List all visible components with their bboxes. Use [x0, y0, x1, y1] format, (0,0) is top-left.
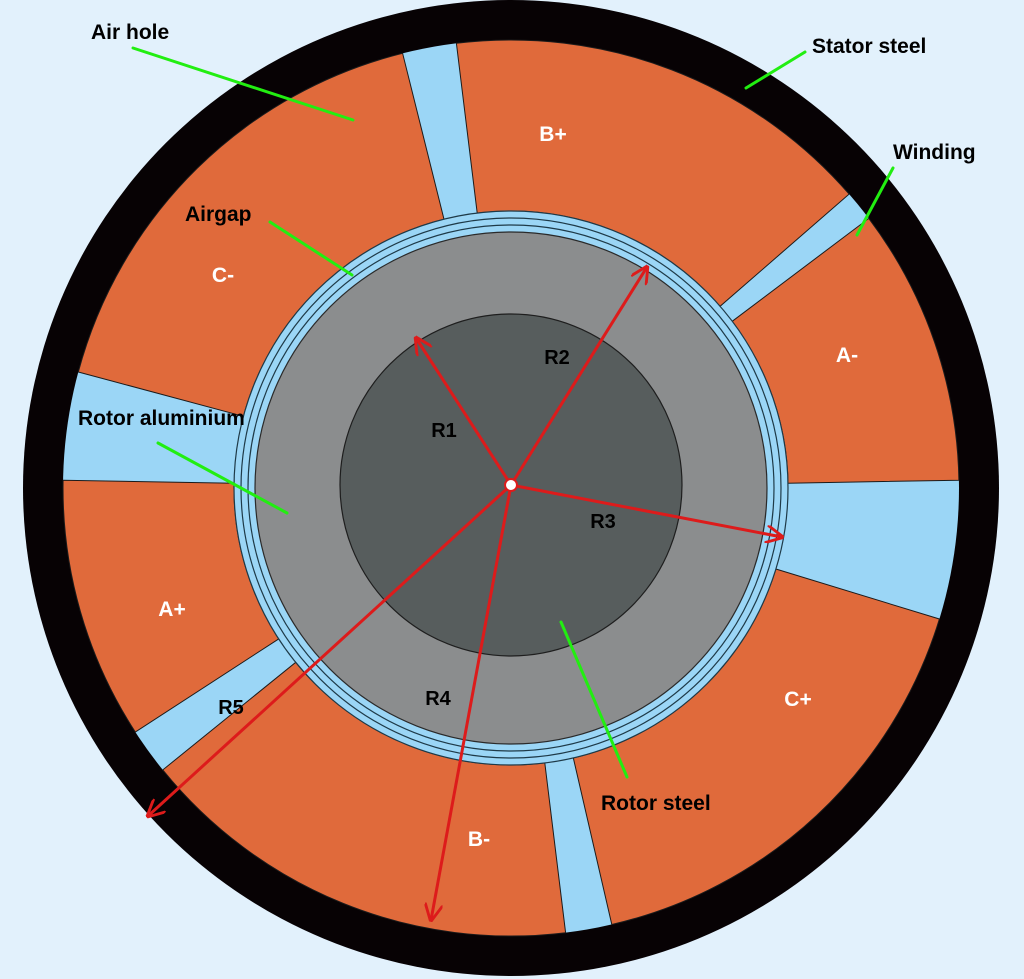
label-stator-steel: Stator steel: [812, 35, 926, 58]
label-air-hole: Air hole: [91, 21, 169, 44]
phase-label-a-minus: A-: [836, 344, 858, 367]
label-rotor-aluminium: Rotor aluminium: [78, 407, 245, 430]
radius-label-r4: R4: [425, 688, 451, 710]
label-rotor-steel: Rotor steel: [601, 792, 711, 815]
radius-arrow-r3: [510, 483, 782, 537]
center-point: [504, 478, 518, 492]
leader-line-stator-steel: [744, 50, 807, 90]
leader-line-air-hole: [131, 46, 355, 122]
radius-arrow-r1: [416, 338, 513, 486]
winding-sectors: [62, 39, 960, 937]
phase-label-b-minus: B-: [468, 828, 490, 851]
phase-label-b-plus: B+: [539, 123, 566, 146]
label-airgap: Airgap: [185, 203, 252, 226]
radius-label-r2: R2: [544, 347, 570, 369]
label-winding: Winding: [893, 141, 976, 164]
radius-label-r5: R5: [218, 697, 244, 719]
radius-label-r1: R1: [431, 420, 457, 442]
leader-line-winding: [855, 166, 895, 237]
phase-label-a-plus: A+: [158, 598, 185, 621]
radius-arrow-r5: [148, 483, 513, 816]
phase-label-c-plus: C+: [784, 688, 811, 711]
phase-label-c-minus: C-: [212, 264, 234, 287]
radius-arrow-r2: [509, 267, 647, 486]
radius-arrow-r4: [431, 484, 513, 920]
leader-line-rotor-steel: [559, 620, 629, 779]
leader-line-rotor-aluminium: [156, 441, 289, 515]
radius-label-r3: R3: [590, 511, 616, 533]
leader-line-airgap: [268, 220, 354, 277]
